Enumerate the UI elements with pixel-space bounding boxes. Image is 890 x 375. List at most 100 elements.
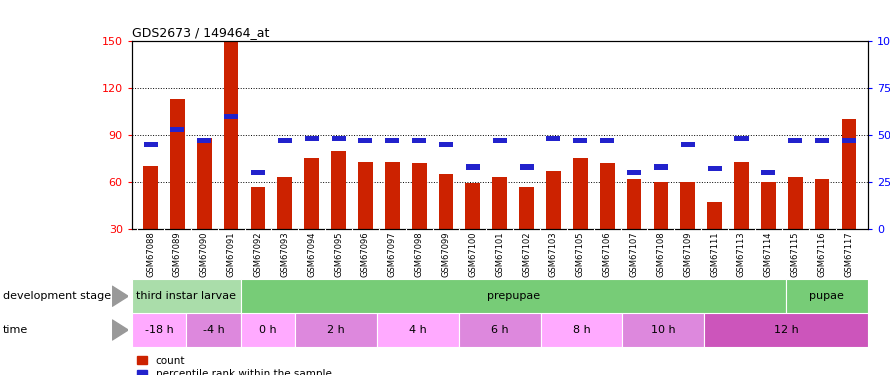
Bar <box>241 313 295 347</box>
Bar <box>493 138 506 143</box>
Text: third instar larvae: third instar larvae <box>136 291 236 301</box>
Bar <box>573 138 587 143</box>
Text: -18 h: -18 h <box>144 325 174 335</box>
Bar <box>627 179 642 229</box>
Text: pupae: pupae <box>809 291 845 301</box>
Text: GSM67095: GSM67095 <box>334 231 343 277</box>
Bar <box>278 177 292 229</box>
Bar <box>143 166 158 229</box>
Bar <box>520 164 534 170</box>
Text: GDS2673 / 149464_at: GDS2673 / 149464_at <box>132 26 269 39</box>
Text: GSM67091: GSM67091 <box>227 231 236 277</box>
Bar <box>789 138 802 143</box>
Text: GSM67103: GSM67103 <box>549 231 558 277</box>
Bar <box>170 99 185 229</box>
Bar <box>734 136 748 141</box>
Legend: count, percentile rank within the sample: count, percentile rank within the sample <box>137 356 332 375</box>
Bar <box>359 138 372 143</box>
Text: GSM67092: GSM67092 <box>254 231 263 277</box>
Polygon shape <box>112 286 128 306</box>
Bar <box>546 136 561 141</box>
Bar <box>681 142 695 147</box>
Text: 8 h: 8 h <box>572 325 590 335</box>
Text: GSM67101: GSM67101 <box>495 231 505 277</box>
Text: 6 h: 6 h <box>491 325 508 335</box>
Text: GSM67106: GSM67106 <box>603 231 611 277</box>
Bar <box>223 41 239 229</box>
Text: 12 h: 12 h <box>773 325 798 335</box>
Bar <box>734 162 748 229</box>
Bar <box>241 279 786 313</box>
Bar <box>627 170 641 175</box>
Bar <box>358 162 373 229</box>
Bar <box>680 182 695 229</box>
Bar <box>412 163 426 229</box>
Text: time: time <box>3 325 28 335</box>
Bar <box>459 313 540 347</box>
Bar <box>573 158 587 229</box>
Text: GSM67116: GSM67116 <box>818 231 827 277</box>
Text: 10 h: 10 h <box>651 325 676 335</box>
Bar <box>492 177 507 229</box>
Bar <box>842 138 856 143</box>
Bar <box>814 179 829 229</box>
Text: GSM67099: GSM67099 <box>441 231 450 277</box>
Bar <box>251 170 265 175</box>
Bar <box>761 170 775 175</box>
Text: GSM67102: GSM67102 <box>522 231 531 277</box>
Bar <box>278 138 292 143</box>
Bar <box>465 183 481 229</box>
Text: GSM67113: GSM67113 <box>737 231 746 277</box>
Bar <box>519 187 534 229</box>
Bar <box>653 182 668 229</box>
Bar <box>704 313 868 347</box>
Bar <box>546 171 561 229</box>
Text: GSM67115: GSM67115 <box>790 231 800 277</box>
Text: GSM67098: GSM67098 <box>415 231 424 277</box>
Text: GSM67105: GSM67105 <box>576 231 585 277</box>
Text: GSM67108: GSM67108 <box>657 231 666 277</box>
Bar <box>197 138 212 229</box>
Bar <box>540 313 622 347</box>
Bar <box>622 313 704 347</box>
Bar <box>304 158 320 229</box>
Bar <box>304 136 319 141</box>
Text: -4 h: -4 h <box>203 325 224 335</box>
Bar <box>331 151 346 229</box>
Text: GSM67097: GSM67097 <box>388 231 397 277</box>
Text: GSM67094: GSM67094 <box>307 231 316 277</box>
Text: 4 h: 4 h <box>409 325 427 335</box>
Bar <box>708 202 722 229</box>
Text: GSM67090: GSM67090 <box>199 231 209 277</box>
Bar <box>224 114 239 119</box>
Bar <box>600 138 614 143</box>
Text: GSM67100: GSM67100 <box>468 231 477 277</box>
Bar <box>186 313 241 347</box>
Text: GSM67089: GSM67089 <box>173 231 182 277</box>
Text: GSM67117: GSM67117 <box>845 231 854 277</box>
Text: GSM67111: GSM67111 <box>710 231 719 277</box>
Bar <box>384 162 400 229</box>
Bar <box>708 166 722 171</box>
Bar <box>761 182 776 229</box>
Bar <box>412 138 426 143</box>
Polygon shape <box>112 320 128 340</box>
Text: prepupae: prepupae <box>487 291 540 301</box>
Text: 2 h: 2 h <box>328 325 345 335</box>
Bar <box>251 187 265 229</box>
Bar <box>170 127 184 132</box>
Bar <box>332 136 345 141</box>
Text: development stage: development stage <box>3 291 110 301</box>
Bar <box>132 279 241 313</box>
Bar <box>198 138 211 143</box>
Bar <box>654 164 668 170</box>
Text: GSM67109: GSM67109 <box>684 231 692 277</box>
Bar <box>439 174 453 229</box>
Text: GSM67093: GSM67093 <box>280 231 289 277</box>
Bar <box>377 313 459 347</box>
Bar <box>600 163 615 229</box>
Text: 0 h: 0 h <box>259 325 277 335</box>
Bar <box>842 119 856 229</box>
Text: GSM67096: GSM67096 <box>361 231 370 277</box>
Bar <box>385 138 400 143</box>
